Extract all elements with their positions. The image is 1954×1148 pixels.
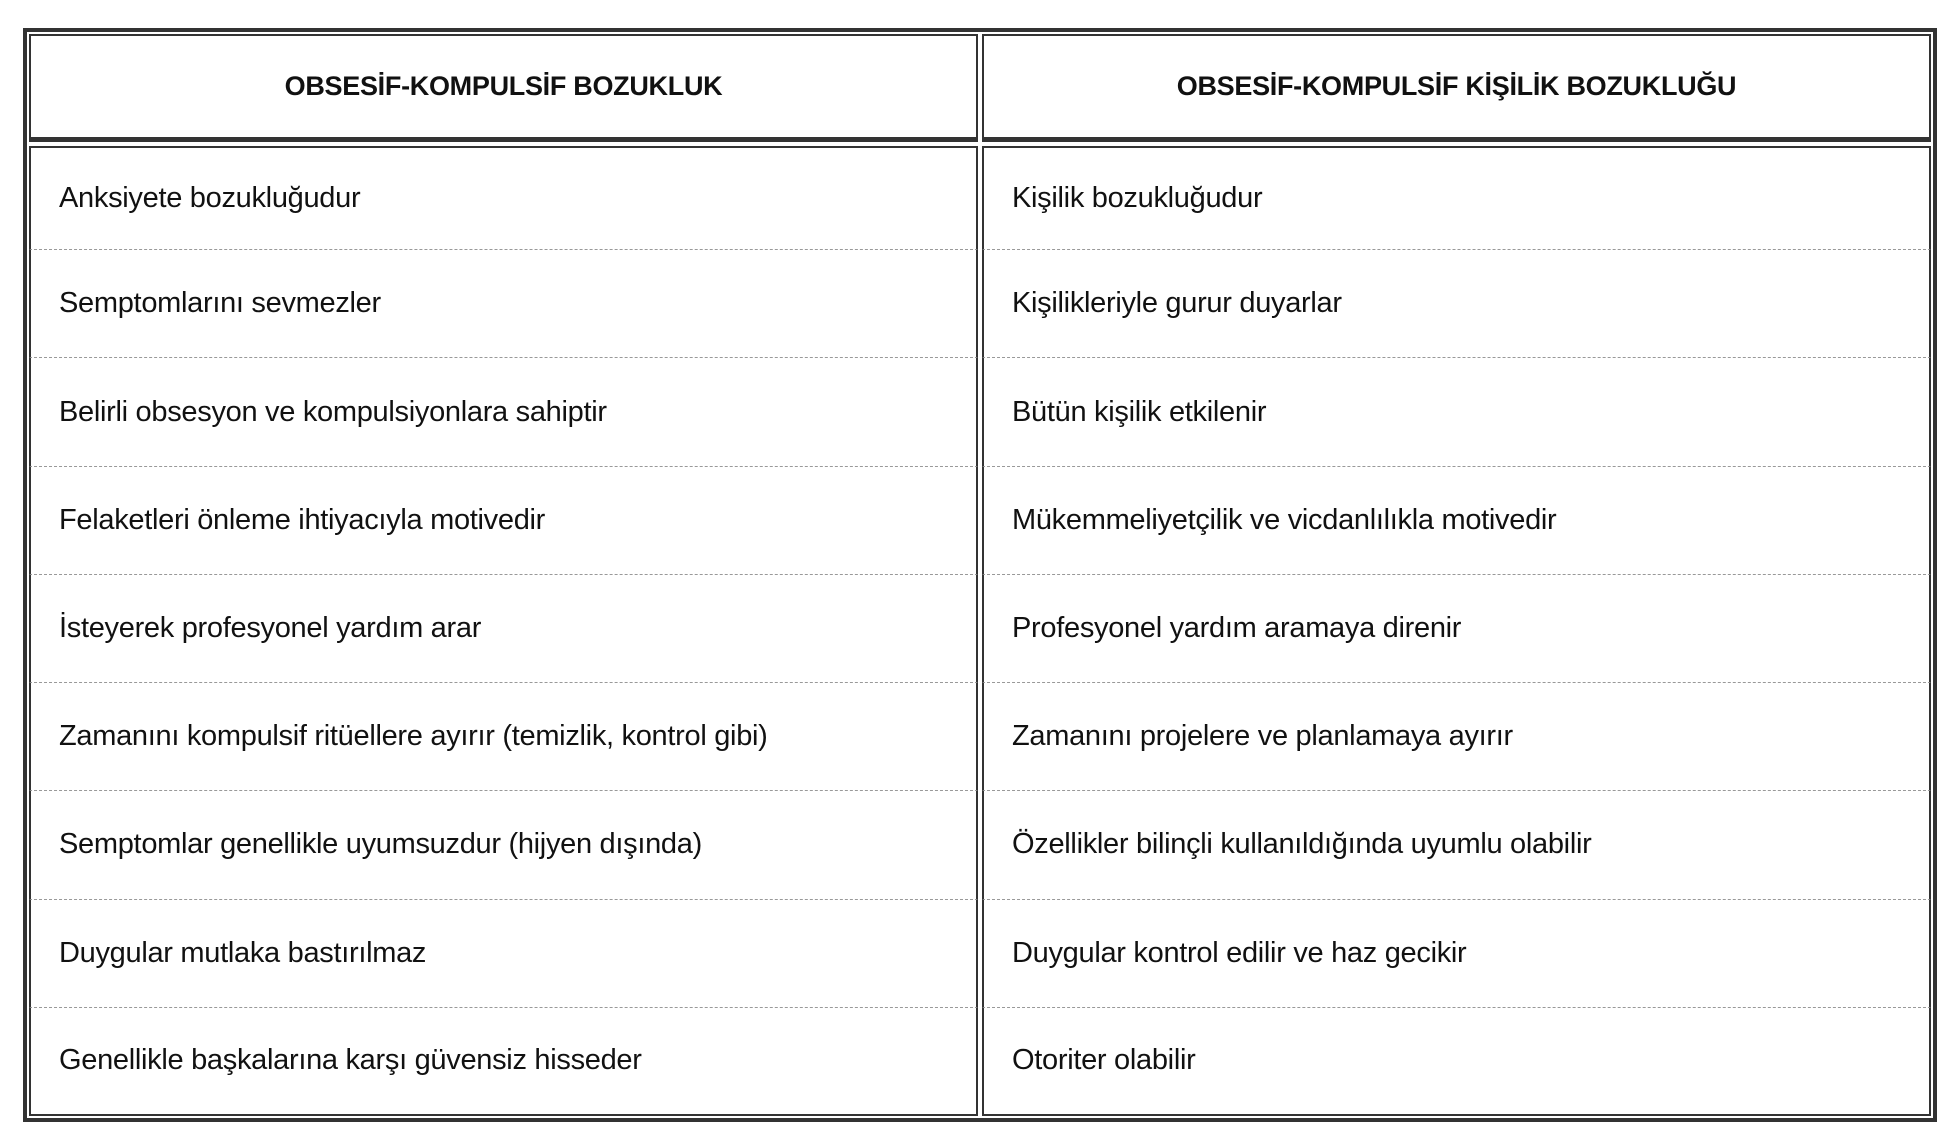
cell-ocd: Duygular mutlaka bastırılmaz bbox=[29, 899, 978, 1008]
cell-ocd: İsteyerek profesyonel yardım arar bbox=[29, 574, 978, 684]
cell-ocpd: Mükemmeliyetçilik ve vicdanlılıkla motiv… bbox=[982, 466, 1931, 575]
cell-ocpd: Kişilik bozukluğudur bbox=[982, 146, 1931, 251]
cell-ocpd: Zamanını projelere ve planlamaya ayırır bbox=[982, 683, 1931, 792]
cell-ocpd: Bütün kişilik etkilenir bbox=[982, 358, 1931, 467]
cell-ocpd: Duygular kontrol edilir ve haz gecikir bbox=[982, 899, 1931, 1008]
cell-ocd: Anksiyete bozukluğudur bbox=[29, 146, 978, 251]
cell-ocd: Belirli obsesyon ve kompulsiyonlara sahi… bbox=[29, 358, 978, 467]
header-ocpd: OBSESİF-KOMPULSİF KİŞİLİK BOZUKLUĞU bbox=[982, 34, 1931, 142]
cell-ocpd: Kişilikleriyle gurur duyarlar bbox=[982, 250, 1931, 359]
cell-ocd: Semptomlarını sevmezler bbox=[29, 250, 978, 359]
cell-ocd: Felaketleri önleme ihtiyacıyla motivedir bbox=[29, 466, 978, 575]
header-ocd: OBSESİF-KOMPULSİF BOZUKLUK bbox=[29, 34, 978, 142]
cell-ocd: Semptomlar genellikle uyumsuzdur (hijyen… bbox=[29, 791, 978, 900]
cell-ocpd: Profesyonel yardım aramaya direnir bbox=[982, 574, 1931, 684]
comparison-table: OBSESİF-KOMPULSİF BOZUKLUK OBSESİF-KOMPU… bbox=[23, 28, 1937, 1122]
table-grid: OBSESİF-KOMPULSİF BOZUKLUK OBSESİF-KOMPU… bbox=[29, 34, 1931, 1116]
cell-ocpd: Otoriter olabilir bbox=[982, 1007, 1931, 1116]
cell-ocd: Zamanını kompulsif ritüellere ayırır (te… bbox=[29, 683, 978, 792]
cell-ocd: Genellikle başkalarına karşı güvensiz hi… bbox=[29, 1007, 978, 1116]
cell-ocpd: Özellikler bilinçli kullanıldığında uyum… bbox=[982, 791, 1931, 900]
